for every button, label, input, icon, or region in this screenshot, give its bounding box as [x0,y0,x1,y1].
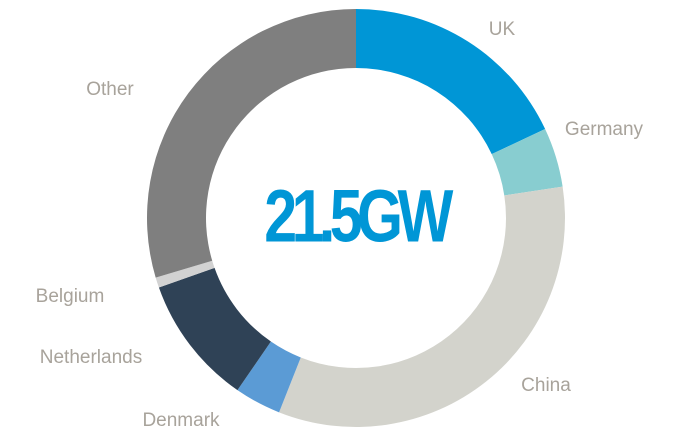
slices [146,9,566,427]
slice [491,129,563,196]
slice [158,267,271,391]
center-label: 21.5GW [264,175,454,258]
slice-label: Denmark [142,410,220,431]
slice [356,9,546,155]
slice-label: Belgium [36,286,105,307]
slice-label: China [521,375,571,396]
slice-label: Germany [565,119,644,140]
center-label-group: 21.5GW [264,175,459,258]
slice-label: Other [86,79,134,100]
slice [279,186,566,427]
slice [155,260,215,288]
slice-label: Netherlands [40,347,142,368]
slice [146,9,356,278]
slice-label: UK [489,19,516,40]
slice [237,341,301,413]
